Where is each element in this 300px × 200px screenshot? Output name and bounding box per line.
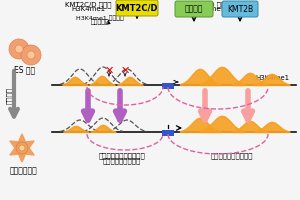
Text: ES 細胞: ES 細胞 bbox=[14, 65, 36, 74]
Text: 細胞分化: 細胞分化 bbox=[6, 88, 12, 104]
Circle shape bbox=[27, 51, 35, 59]
Bar bbox=[162, 130, 174, 136]
Text: KMT2C/D 非依存的: KMT2C/D 非依存的 bbox=[183, 1, 233, 8]
Text: の機能喪失: の機能喪失 bbox=[91, 19, 110, 25]
Text: H3K4me1: H3K4me1 bbox=[71, 6, 105, 12]
Bar bbox=[162, 83, 174, 89]
Circle shape bbox=[15, 45, 23, 53]
Circle shape bbox=[19, 145, 25, 151]
Text: KMT2C/D: KMT2C/D bbox=[116, 3, 158, 12]
Text: ✕: ✕ bbox=[120, 66, 130, 76]
Circle shape bbox=[21, 45, 41, 65]
Text: ３次元的接近の消失: ３次元的接近の消失 bbox=[103, 157, 141, 164]
Text: ✕: ✕ bbox=[104, 66, 114, 76]
Text: エンハンサーと遺伝子の: エンハンサーと遺伝子の bbox=[99, 152, 146, 159]
Polygon shape bbox=[10, 134, 34, 162]
Circle shape bbox=[9, 39, 29, 59]
Text: H3K4me1 修飾付加: H3K4me1 修飾付加 bbox=[76, 15, 124, 21]
Text: KMT2C/D 依存的: KMT2C/D 依存的 bbox=[65, 1, 111, 8]
FancyBboxPatch shape bbox=[116, 0, 158, 16]
Text: 遺伝子の活性化の維持: 遺伝子の活性化の維持 bbox=[211, 152, 253, 159]
Text: 神経前駆細胞: 神経前駆細胞 bbox=[10, 166, 38, 175]
FancyBboxPatch shape bbox=[175, 1, 213, 17]
Text: 他の因子: 他の因子 bbox=[185, 4, 203, 14]
FancyBboxPatch shape bbox=[222, 1, 258, 17]
Text: H3K4me1: H3K4me1 bbox=[255, 75, 289, 81]
Text: KMT2B: KMT2B bbox=[227, 4, 253, 14]
Text: H3K4me1: H3K4me1 bbox=[191, 6, 225, 12]
Circle shape bbox=[16, 142, 28, 154]
